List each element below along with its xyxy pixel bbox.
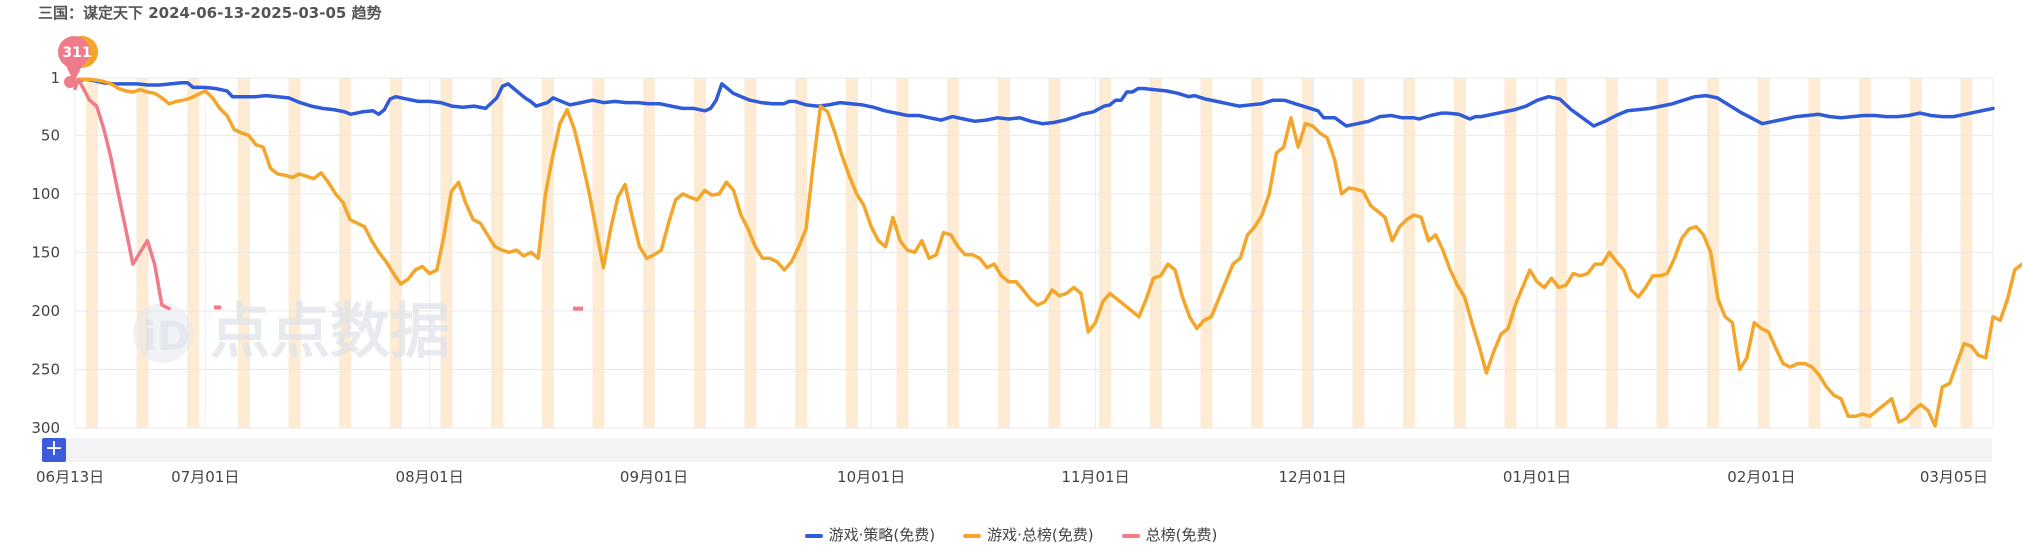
x-tick-label: 09月01日 xyxy=(620,468,688,486)
x-axis: 06月13日 07月01日 08月01日 09月01日 10月01日 11月01日 12月0… xyxy=(36,468,1988,486)
chart-title: 三国：谋定天下 2024-06-13-2025-03-05 趋势 xyxy=(38,4,382,22)
weekend-band xyxy=(1707,78,1720,428)
series-lines xyxy=(73,77,2022,428)
zoom-in-button[interactable]: + xyxy=(42,438,66,462)
legend-label: 总榜(免费) xyxy=(1145,526,1218,544)
badge-text: 311 xyxy=(62,45,91,61)
weekend-band xyxy=(1200,78,1213,428)
weekend-band xyxy=(643,78,656,428)
series-line-2 xyxy=(73,77,2022,428)
y-tick-label: 200 xyxy=(31,302,60,320)
legend-swatch xyxy=(963,533,982,538)
weekend-band xyxy=(947,78,960,428)
y-tick-label: 250 xyxy=(31,360,60,378)
weekend-band xyxy=(1808,78,1821,428)
series-line-1 xyxy=(73,77,1995,128)
weekend-band xyxy=(1453,78,1466,428)
x-tick-label: 10月01日 xyxy=(837,468,905,486)
weekend-band xyxy=(187,78,200,428)
weekend-band xyxy=(744,78,757,428)
weekend-band xyxy=(1099,78,1112,428)
weekend-bands xyxy=(85,78,1973,428)
x-tick-label: 07月01日 xyxy=(171,468,239,486)
range-scrollbar[interactable] xyxy=(42,438,1992,462)
svg-text:iD: iD xyxy=(143,314,190,360)
x-tick-label: 03月05日 xyxy=(1920,468,1988,486)
watermark-text: 点点数据 xyxy=(210,297,450,367)
y-tick-label: 50 xyxy=(41,126,60,144)
weekend-band xyxy=(1048,78,1061,428)
weekend-band xyxy=(1504,78,1517,428)
weekend-band xyxy=(795,78,808,428)
weekend-band xyxy=(1403,78,1416,428)
weekend-band xyxy=(1149,78,1162,428)
watermark-logo: iD xyxy=(133,303,193,363)
rank-badge: 311 xyxy=(58,36,98,88)
weekend-band xyxy=(440,78,453,428)
weekend-band xyxy=(389,78,402,428)
x-tick-label: 11月01日 xyxy=(1061,468,1129,486)
series-line-3 xyxy=(73,77,171,311)
x-tick-label: 12月01日 xyxy=(1279,468,1347,486)
weekend-band xyxy=(592,78,605,428)
y-tick-label: 150 xyxy=(31,243,60,261)
weekend-band xyxy=(997,78,1010,428)
y-tick-label: 300 xyxy=(31,419,60,437)
weekend-band xyxy=(693,78,706,428)
weekend-band xyxy=(85,78,98,428)
x-tick-label: 01月01日 xyxy=(1503,468,1571,486)
chart-legend: 游戏·策略(免费) 游戏·总榜(免费) 总榜(免费) xyxy=(0,524,2022,545)
weekend-band xyxy=(1859,78,1872,428)
badge-dot xyxy=(64,76,76,88)
weekend-band xyxy=(237,78,250,428)
legend-label: 游戏·总榜(免费) xyxy=(987,526,1094,544)
badge-front xyxy=(58,36,90,68)
weekend-band xyxy=(1352,78,1365,428)
weekend-band xyxy=(288,78,301,428)
weekend-band xyxy=(1960,78,1973,428)
legend-label: 游戏·策略(免费) xyxy=(828,526,936,544)
x-tick-label: 02月01日 xyxy=(1727,468,1795,486)
weekend-band xyxy=(1656,78,1669,428)
legend-swatch xyxy=(1121,533,1140,538)
weekend-band xyxy=(491,78,504,428)
weekend-band xyxy=(541,78,554,428)
legend-swatch xyxy=(804,533,823,538)
weekend-band xyxy=(1251,78,1264,428)
x-tick-label: 08月01日 xyxy=(396,468,464,486)
badge-pointer xyxy=(64,62,84,82)
weekend-band xyxy=(1301,78,1314,428)
weekend-band xyxy=(845,78,858,428)
x-tick-label: 06月13日 xyxy=(36,468,104,486)
legend-item[interactable]: 总榜(免费) xyxy=(1121,524,1218,545)
legend-item[interactable]: 游戏·策略(免费) xyxy=(804,524,936,545)
legend-item[interactable]: 游戏·总榜(免费) xyxy=(963,524,1094,545)
weekend-band xyxy=(896,78,909,428)
y-tick-label: 1 xyxy=(50,69,60,87)
weekend-band xyxy=(1555,78,1568,428)
y-tick-label: 100 xyxy=(31,185,60,203)
chart-grid xyxy=(74,77,1994,429)
weekend-band xyxy=(1757,78,1770,428)
weekend-band xyxy=(339,78,352,428)
weekend-band xyxy=(1909,78,1922,428)
